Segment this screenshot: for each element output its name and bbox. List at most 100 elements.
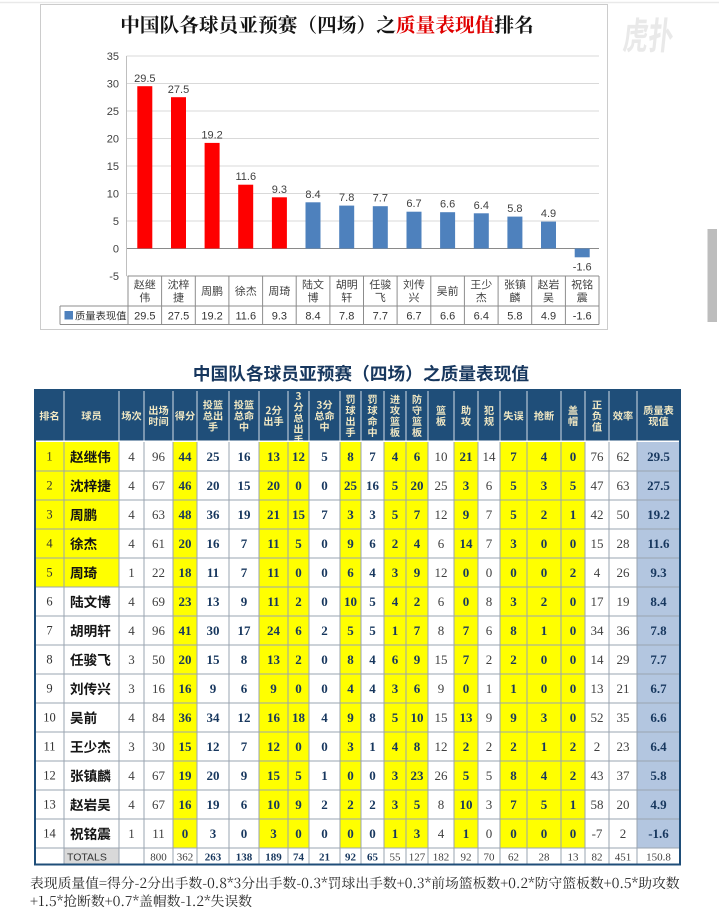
- svg-text:46: 46: [179, 478, 193, 493]
- svg-text:5: 5: [486, 768, 493, 783]
- svg-text:15: 15: [207, 652, 221, 667]
- svg-text:58: 58: [591, 797, 604, 812]
- svg-text:150.8: 150.8: [646, 851, 671, 863]
- svg-text:5: 5: [392, 710, 399, 725]
- svg-text:14: 14: [591, 652, 605, 667]
- svg-text:15: 15: [179, 739, 193, 754]
- svg-text:189: 189: [265, 851, 282, 863]
- svg-text:7.8: 7.8: [650, 623, 667, 638]
- svg-text:2: 2: [620, 826, 627, 841]
- svg-text:1: 1: [463, 826, 470, 841]
- svg-text:3: 3: [486, 797, 493, 812]
- svg-text:1: 1: [570, 507, 577, 522]
- svg-text:7: 7: [486, 507, 493, 522]
- svg-text:13: 13: [207, 594, 221, 609]
- svg-text:13: 13: [591, 681, 604, 696]
- svg-text:0: 0: [570, 536, 577, 551]
- svg-text:0: 0: [369, 768, 376, 783]
- svg-text:4: 4: [128, 768, 135, 783]
- svg-text:16: 16: [267, 710, 281, 725]
- svg-text:0: 0: [113, 244, 119, 256]
- svg-text:16: 16: [366, 478, 380, 493]
- svg-text:8: 8: [510, 623, 517, 638]
- svg-text:30: 30: [207, 623, 220, 638]
- svg-text:1: 1: [392, 826, 399, 841]
- svg-text:7: 7: [369, 449, 376, 464]
- svg-text:7: 7: [510, 449, 517, 464]
- svg-text:15: 15: [435, 652, 448, 667]
- svg-text:0: 0: [541, 536, 548, 551]
- svg-text:6: 6: [392, 652, 399, 667]
- svg-text:3: 3: [510, 536, 517, 551]
- svg-text:5.8: 5.8: [507, 203, 522, 215]
- svg-text:2: 2: [347, 797, 354, 812]
- svg-text:3: 3: [369, 507, 376, 522]
- svg-text:19: 19: [617, 594, 630, 609]
- svg-text:19: 19: [238, 507, 252, 522]
- svg-text:20: 20: [179, 536, 192, 551]
- svg-text:52: 52: [591, 710, 604, 725]
- svg-text:0: 0: [463, 594, 470, 609]
- svg-text:23: 23: [179, 594, 193, 609]
- svg-text:15: 15: [435, 710, 448, 725]
- svg-text:23: 23: [411, 768, 425, 783]
- svg-text:4: 4: [392, 739, 399, 754]
- svg-text:12: 12: [43, 769, 56, 783]
- svg-text:63: 63: [617, 478, 630, 493]
- svg-text:4: 4: [128, 478, 135, 493]
- svg-text:5: 5: [295, 536, 302, 551]
- svg-text:2: 2: [392, 536, 399, 551]
- svg-text:0: 0: [347, 768, 354, 783]
- svg-text:9.3: 9.3: [272, 184, 287, 196]
- svg-text:0: 0: [541, 652, 548, 667]
- svg-text:6: 6: [295, 623, 302, 638]
- svg-text:9: 9: [347, 536, 354, 551]
- svg-text:5: 5: [463, 768, 470, 783]
- svg-text:8: 8: [46, 653, 52, 667]
- svg-text:35: 35: [107, 51, 119, 63]
- svg-text:11: 11: [43, 740, 55, 754]
- svg-text:27.5: 27.5: [647, 478, 670, 493]
- svg-text:6: 6: [414, 681, 421, 696]
- svg-text:16: 16: [179, 681, 193, 696]
- svg-text:3: 3: [510, 594, 517, 609]
- svg-text:0: 0: [321, 594, 328, 609]
- svg-text:18: 18: [179, 565, 193, 580]
- svg-text:41: 41: [179, 623, 192, 638]
- svg-text:7: 7: [241, 536, 248, 551]
- svg-text:4: 4: [128, 797, 135, 812]
- svg-text:5: 5: [369, 623, 376, 638]
- svg-text:3: 3: [392, 797, 399, 812]
- svg-text:42: 42: [591, 507, 604, 522]
- svg-text:4: 4: [128, 536, 135, 551]
- svg-text:26: 26: [617, 565, 631, 580]
- svg-text:5: 5: [392, 478, 399, 493]
- svg-text:10: 10: [43, 711, 56, 725]
- svg-text:2: 2: [463, 739, 470, 754]
- svg-text:4: 4: [46, 537, 53, 551]
- svg-text:9: 9: [295, 797, 302, 812]
- svg-text:0: 0: [295, 826, 302, 841]
- svg-text:0: 0: [570, 652, 577, 667]
- svg-text:44: 44: [179, 449, 193, 464]
- svg-text:61: 61: [152, 536, 165, 551]
- svg-text:10: 10: [267, 797, 280, 812]
- svg-text:5: 5: [570, 478, 577, 493]
- svg-text:8.4: 8.4: [305, 189, 320, 201]
- svg-text:6: 6: [347, 565, 354, 580]
- svg-text:2: 2: [594, 739, 601, 754]
- svg-text:1: 1: [486, 681, 493, 696]
- svg-text:19: 19: [207, 797, 221, 812]
- svg-text:19.2: 19.2: [201, 311, 222, 323]
- svg-text:25: 25: [107, 106, 119, 118]
- svg-text:5.8: 5.8: [507, 311, 522, 323]
- svg-text:6.6: 6.6: [440, 311, 455, 323]
- svg-text:6.7: 6.7: [406, 198, 421, 210]
- svg-text:36: 36: [207, 507, 221, 522]
- svg-text:2: 2: [570, 565, 577, 580]
- svg-text:6: 6: [486, 478, 493, 493]
- svg-text:0: 0: [486, 565, 493, 580]
- svg-text:20: 20: [617, 797, 630, 812]
- svg-text:28: 28: [539, 851, 551, 863]
- svg-text:9: 9: [438, 681, 445, 696]
